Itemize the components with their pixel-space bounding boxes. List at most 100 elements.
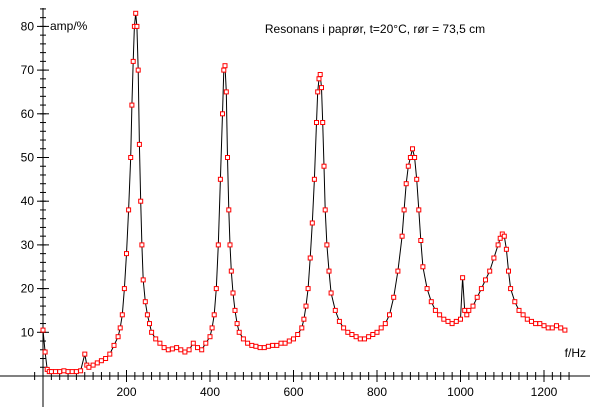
data-point [353, 334, 359, 340]
data-point [265, 343, 271, 349]
data-point [228, 268, 234, 274]
data-point [295, 332, 301, 337]
data-point [115, 334, 121, 340]
data-point [169, 346, 175, 352]
data-point [345, 329, 351, 335]
data-point [299, 325, 305, 331]
data-point [537, 321, 543, 327]
data-point [403, 181, 409, 187]
data-point [332, 307, 338, 313]
data-point [418, 238, 424, 243]
data-point [182, 349, 188, 355]
data-point [222, 63, 228, 69]
data-point [501, 233, 507, 239]
data-point [213, 286, 219, 292]
data-point [107, 351, 113, 357]
data-point [86, 364, 92, 370]
data-point [261, 345, 267, 351]
y-tick-label: 70 [21, 63, 35, 77]
data-point [48, 369, 54, 375]
data-point [464, 312, 470, 318]
data-point [445, 318, 451, 324]
data-point [503, 246, 509, 252]
data-point [90, 362, 96, 368]
data-point [119, 312, 125, 318]
data-point [40, 327, 46, 333]
y-tick-label: 10 [21, 325, 35, 339]
data-point [554, 323, 559, 329]
data-point [314, 120, 319, 125]
data-point [111, 342, 117, 348]
data-point [236, 329, 242, 335]
data-point [78, 368, 84, 374]
data-point [399, 233, 405, 239]
data-point [121, 286, 127, 292]
data-point [221, 67, 227, 73]
data-point [217, 176, 223, 182]
data-point [309, 220, 315, 226]
data-point [103, 356, 109, 361]
y-tick-label: 20 [21, 282, 35, 296]
data-point [140, 277, 146, 283]
data-point [349, 332, 355, 337]
data-point [149, 329, 155, 335]
data-point [320, 120, 326, 125]
x-tick-label: 1000 [447, 385, 474, 399]
data-point [134, 23, 140, 29]
x-axis-label: f/Hz [565, 346, 586, 360]
data-point [215, 242, 221, 248]
data-point [136, 141, 142, 147]
data-point [311, 176, 317, 182]
data-point [416, 207, 422, 213]
data-point [128, 155, 134, 160]
x-tick-label: 600 [283, 385, 303, 399]
data-point [249, 342, 255, 348]
data-point [470, 303, 476, 309]
data-point [395, 268, 401, 274]
data-point [307, 255, 313, 261]
y-axis-label: amp/% [50, 19, 88, 33]
data-point [61, 368, 67, 374]
data-point [474, 294, 480, 300]
data-point [305, 286, 311, 292]
data-point [370, 332, 376, 337]
data-point [541, 323, 547, 329]
data-point [391, 294, 397, 300]
axes: 200 400 600 800 1000 1200 10 20 30 40 50 60 70 80 [0, 8, 590, 407]
data-point [412, 155, 418, 160]
data-point [223, 89, 229, 95]
data-point [133, 10, 139, 16]
data-point [230, 290, 236, 296]
data-point [82, 351, 88, 357]
data-point [478, 286, 484, 292]
data-point [545, 325, 551, 331]
series-markers [40, 10, 568, 375]
data-point [558, 325, 564, 331]
data-point [130, 58, 136, 64]
data-point [142, 299, 148, 305]
data-point [512, 299, 518, 305]
data-point [220, 111, 225, 117]
data-point [328, 290, 334, 296]
data-point [506, 268, 511, 274]
data-point [336, 318, 342, 324]
data-point [410, 146, 415, 152]
data-point [516, 307, 522, 313]
data-point [195, 345, 200, 351]
chart-title: Resonans i paprør, t=20°C, rør = 73,5 cm [265, 22, 485, 36]
data-point [270, 342, 276, 348]
data-point [190, 340, 196, 346]
y-tick-label: 80 [21, 19, 35, 33]
data-point [53, 369, 58, 375]
y-tick-label: 40 [21, 194, 35, 208]
data-point [405, 163, 411, 169]
data-point [458, 316, 463, 322]
data-point [73, 369, 79, 375]
data-point [420, 264, 426, 270]
data-point [319, 85, 324, 91]
data-point [94, 360, 100, 366]
data-point [178, 347, 184, 353]
x-tick-label: 200 [116, 385, 136, 399]
data-point [138, 198, 144, 204]
